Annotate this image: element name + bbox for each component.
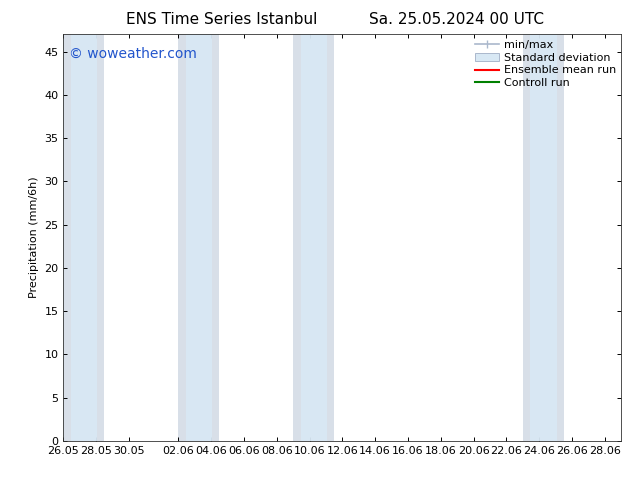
Bar (63, 34, 105, 441)
Text: Sa. 25.05.2024 00 UTC: Sa. 25.05.2024 00 UTC (369, 12, 544, 27)
Bar (293, 34, 334, 441)
Bar (301, 34, 327, 441)
Legend: min/max, Standard deviation, Ensemble mean run, Controll run: min/max, Standard deviation, Ensemble me… (472, 38, 618, 91)
Text: ENS Time Series Istanbul: ENS Time Series Istanbul (126, 12, 318, 27)
Text: © woweather.com: © woweather.com (69, 47, 197, 60)
Bar (186, 34, 212, 441)
Bar (523, 34, 564, 441)
Bar (178, 34, 219, 441)
Bar (530, 34, 557, 441)
Bar (71, 34, 97, 441)
Y-axis label: Precipitation (mm/6h): Precipitation (mm/6h) (29, 177, 39, 298)
